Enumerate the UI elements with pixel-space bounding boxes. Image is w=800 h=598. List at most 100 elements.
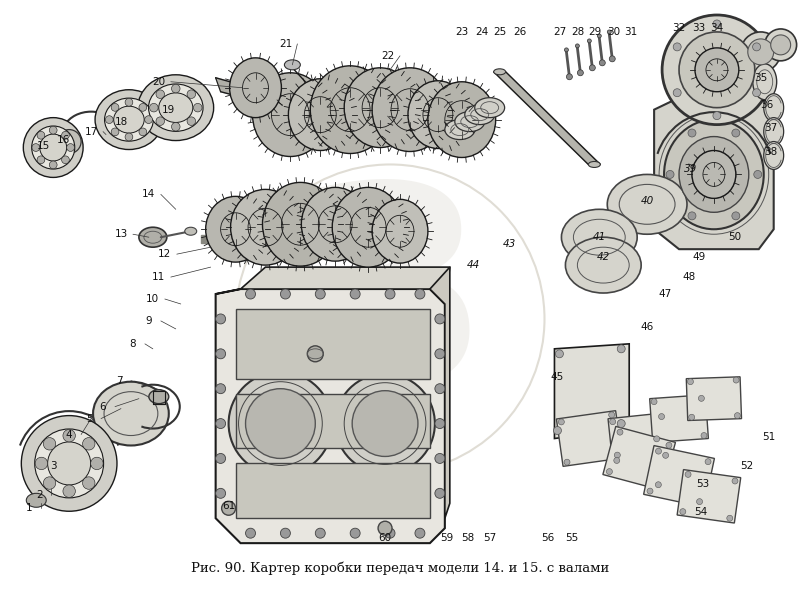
Ellipse shape <box>607 175 687 234</box>
Ellipse shape <box>230 190 300 265</box>
Text: 46: 46 <box>641 322 654 332</box>
Circle shape <box>674 89 681 97</box>
Text: 5: 5 <box>86 414 92 423</box>
Ellipse shape <box>465 105 494 124</box>
Ellipse shape <box>741 32 781 72</box>
Text: 57: 57 <box>483 533 496 543</box>
Circle shape <box>698 395 704 401</box>
Polygon shape <box>430 267 450 518</box>
Text: 38: 38 <box>764 147 778 157</box>
Ellipse shape <box>40 134 66 161</box>
Circle shape <box>350 528 360 538</box>
Circle shape <box>554 426 562 435</box>
Ellipse shape <box>57 130 81 154</box>
Circle shape <box>614 452 620 458</box>
Text: 44: 44 <box>467 260 480 270</box>
Circle shape <box>156 117 165 126</box>
Circle shape <box>216 314 226 324</box>
Text: 55: 55 <box>565 533 578 543</box>
Ellipse shape <box>95 90 163 150</box>
Ellipse shape <box>679 32 754 108</box>
Circle shape <box>651 399 657 405</box>
Circle shape <box>688 212 696 220</box>
Circle shape <box>609 412 614 418</box>
Ellipse shape <box>149 390 169 404</box>
Ellipse shape <box>302 187 369 261</box>
Circle shape <box>216 384 226 393</box>
Ellipse shape <box>445 120 474 139</box>
Circle shape <box>125 133 133 141</box>
Circle shape <box>62 132 70 139</box>
Circle shape <box>607 30 611 34</box>
Circle shape <box>732 129 740 137</box>
Ellipse shape <box>32 126 74 169</box>
Circle shape <box>599 60 606 66</box>
Circle shape <box>216 453 226 463</box>
Circle shape <box>618 420 626 428</box>
Circle shape <box>106 116 113 124</box>
Ellipse shape <box>114 106 144 133</box>
Circle shape <box>156 90 165 99</box>
Text: 34: 34 <box>710 23 723 33</box>
Circle shape <box>50 161 57 169</box>
Text: 20: 20 <box>152 77 166 87</box>
Text: 59: 59 <box>440 533 454 543</box>
Ellipse shape <box>692 151 736 199</box>
Ellipse shape <box>692 151 736 199</box>
Text: 47: 47 <box>658 289 672 299</box>
Polygon shape <box>557 411 622 466</box>
Circle shape <box>687 379 694 385</box>
Circle shape <box>171 84 180 93</box>
Bar <box>235 463 430 518</box>
Circle shape <box>598 34 602 38</box>
Circle shape <box>610 56 615 62</box>
Ellipse shape <box>138 75 214 141</box>
Polygon shape <box>644 446 714 507</box>
Text: 31: 31 <box>625 27 638 37</box>
Ellipse shape <box>455 112 485 132</box>
Text: 42: 42 <box>597 252 610 262</box>
Text: 30: 30 <box>606 27 620 37</box>
Text: 13: 13 <box>114 229 127 239</box>
Circle shape <box>82 477 95 489</box>
Circle shape <box>606 469 613 475</box>
Ellipse shape <box>230 58 282 118</box>
Ellipse shape <box>664 120 764 229</box>
Circle shape <box>63 429 75 442</box>
Circle shape <box>618 345 626 353</box>
Circle shape <box>50 126 57 134</box>
Circle shape <box>726 515 733 521</box>
Ellipse shape <box>372 199 428 263</box>
Circle shape <box>315 289 326 299</box>
Text: 36: 36 <box>760 100 774 109</box>
Polygon shape <box>153 390 165 404</box>
Circle shape <box>63 485 75 498</box>
Polygon shape <box>686 377 742 420</box>
Ellipse shape <box>48 442 90 485</box>
Text: 40: 40 <box>641 196 654 206</box>
Circle shape <box>558 419 564 425</box>
Circle shape <box>713 20 721 28</box>
Circle shape <box>705 459 711 465</box>
Circle shape <box>246 528 255 538</box>
Circle shape <box>732 478 738 484</box>
Text: 9: 9 <box>146 316 152 326</box>
Circle shape <box>37 132 45 139</box>
Circle shape <box>35 457 48 469</box>
Text: 17: 17 <box>85 127 98 136</box>
Circle shape <box>753 89 761 97</box>
Ellipse shape <box>748 39 774 65</box>
Ellipse shape <box>22 416 117 511</box>
Ellipse shape <box>428 82 496 157</box>
Circle shape <box>307 346 323 362</box>
Circle shape <box>66 144 74 151</box>
Ellipse shape <box>158 93 193 123</box>
Circle shape <box>713 112 721 120</box>
Text: 21: 21 <box>278 39 292 49</box>
Circle shape <box>610 419 616 425</box>
Polygon shape <box>554 344 630 438</box>
Ellipse shape <box>285 60 300 70</box>
Ellipse shape <box>262 182 338 266</box>
Text: 26: 26 <box>513 27 526 37</box>
Text: 32: 32 <box>673 23 686 33</box>
